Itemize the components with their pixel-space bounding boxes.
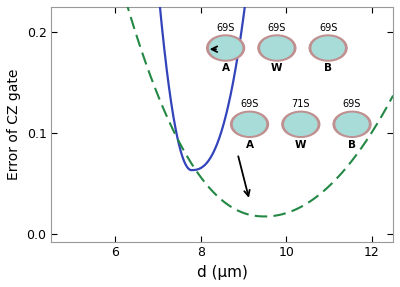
Circle shape — [282, 111, 320, 137]
Y-axis label: Error of CZ gate: Error of CZ gate — [7, 69, 21, 180]
Circle shape — [285, 113, 317, 135]
Text: B: B — [348, 140, 356, 150]
Circle shape — [258, 35, 296, 61]
Text: 71S: 71S — [292, 99, 310, 109]
Text: 69S: 69S — [240, 99, 259, 109]
Text: W: W — [295, 140, 306, 150]
Text: A: A — [246, 140, 254, 150]
Text: B: B — [324, 63, 332, 73]
Circle shape — [336, 113, 368, 135]
Circle shape — [261, 37, 293, 59]
Text: A: A — [222, 63, 230, 73]
Circle shape — [333, 111, 371, 137]
Circle shape — [312, 37, 344, 59]
Circle shape — [207, 35, 244, 61]
Circle shape — [210, 37, 242, 59]
Text: 69S: 69S — [268, 23, 286, 33]
Text: 69S: 69S — [216, 23, 235, 33]
Circle shape — [234, 113, 266, 135]
Text: 69S: 69S — [343, 99, 361, 109]
Text: 69S: 69S — [319, 23, 337, 33]
X-axis label: d (μm): d (μm) — [197, 265, 248, 280]
Circle shape — [230, 111, 268, 137]
Circle shape — [309, 35, 347, 61]
Text: W: W — [271, 63, 283, 73]
